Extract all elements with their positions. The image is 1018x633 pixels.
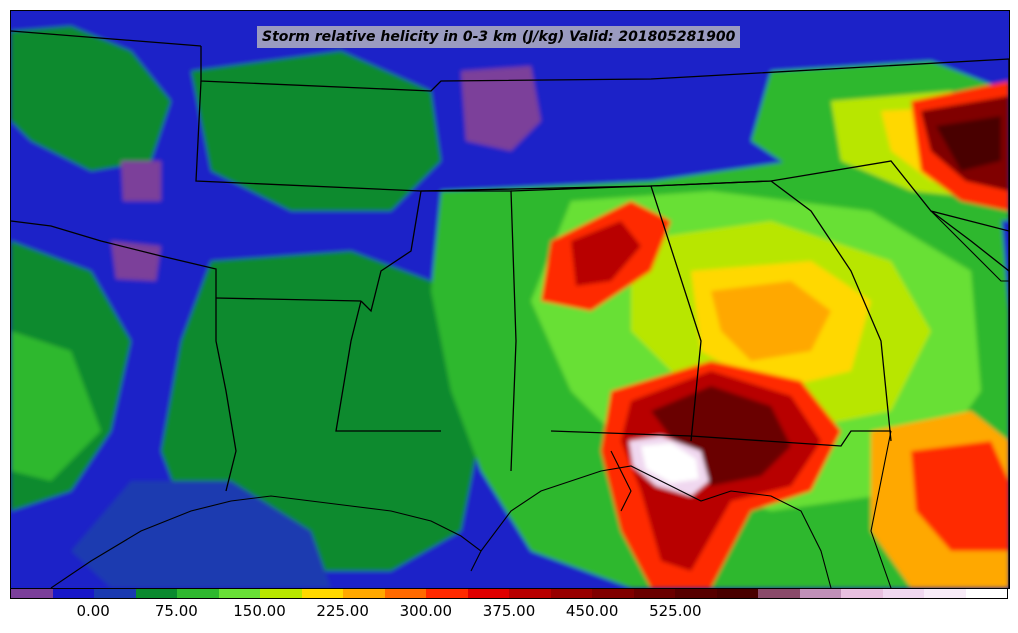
colorbar-segment (94, 589, 136, 598)
colorbar-tick-label: 525.00 (649, 602, 702, 620)
colorbar-segment (509, 589, 551, 598)
colorbar-segment (177, 589, 219, 598)
colorbar-tick-label: 75.00 (154, 602, 198, 620)
colorbar-segment (716, 589, 758, 598)
colorbar-tick-label: 150.00 (233, 602, 286, 620)
colorbar-tick-label: 450.00 (565, 602, 619, 620)
colorbar-tick-label: 225.00 (316, 602, 369, 620)
colorbar (10, 588, 1008, 599)
state-boundaries (11, 30, 1009, 588)
colorbar-tick-label: 375.00 (482, 602, 536, 620)
colorbar-segment (633, 589, 675, 598)
colorbar-segment (924, 589, 966, 598)
colorbar-segment (841, 589, 883, 598)
helicity-field-map (11, 11, 1009, 588)
helicity-contours (11, 11, 1009, 588)
colorbar-segment (384, 589, 426, 598)
colorbar-segment (11, 589, 53, 598)
colorbar-segment (467, 589, 509, 598)
colorbar-segment (965, 589, 1007, 598)
colorbar-segment (675, 589, 717, 598)
colorbar-segment (882, 589, 924, 598)
colorbar-tick-label: 300.00 (399, 602, 453, 620)
colorbar-segment (135, 589, 177, 598)
colorbar-segment (301, 589, 343, 598)
colorbar-tick-labels: 0.00 75.00 150.00 225.00 300.00 375.00 450.00 5… (10, 602, 1008, 624)
colorbar-tick-label: 0.00 (76, 602, 110, 620)
colorbar-segment (799, 589, 841, 598)
colorbar-segment (592, 589, 634, 598)
colorbar-segment (758, 589, 800, 598)
colorbar-segment (218, 589, 260, 598)
map-title: Storm relative helicity in 0-3 km (J/kg)… (257, 26, 741, 48)
colorbar-segment (260, 589, 302, 598)
coastline (50, 210, 1009, 588)
colorbar-segment (343, 589, 385, 598)
map-panel: Storm relative helicity in 0-3 km (J/kg)… (10, 10, 1010, 589)
colorbar-segment (426, 589, 468, 598)
colorbar-segment (550, 589, 592, 598)
colorbar-segment (52, 589, 94, 598)
